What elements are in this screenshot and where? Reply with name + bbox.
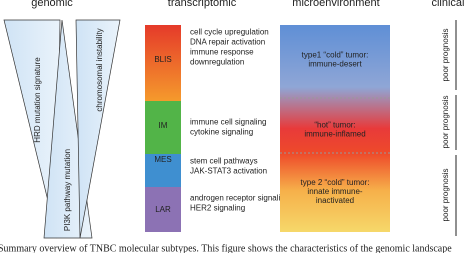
header: transcriptomic [168, 0, 237, 9]
header: genomic [31, 0, 73, 9]
caption: Summary overview of TNBC molecular subty… [0, 243, 452, 253]
subtype-block [145, 154, 181, 187]
state-label: immune-inflamed [304, 130, 365, 139]
gradient-bar [280, 25, 390, 232]
marker-label: PI3K pathway mutation [63, 149, 72, 231]
subtype-name: MES [154, 155, 171, 164]
state-label: inactivated [316, 196, 354, 205]
header: clinical [431, 0, 464, 9]
feature: cell cycle upregulation [190, 28, 269, 37]
feature: downregulation [190, 58, 244, 67]
header: microenvironment [292, 0, 379, 9]
marker-label: chromosomal instability [95, 28, 104, 111]
state-label: innate immune- [307, 187, 362, 196]
subtype-block [145, 101, 181, 154]
prognosis-label: poor prognosis [441, 96, 450, 149]
feature: JAK-STAT3 activation [190, 167, 267, 176]
feature: stem cell pathways [190, 157, 258, 166]
subtype-block [145, 25, 181, 101]
marker-label: HRD mutation signature [33, 57, 42, 143]
subtype-name: IM [159, 121, 168, 130]
feature: DNA repair activation [190, 38, 265, 47]
prognosis-label: poor prognosis [441, 169, 450, 222]
state-label: type1 “cold” tumor: [302, 51, 369, 60]
triangle [75, 19, 121, 239]
state-label: immune-desert [308, 60, 362, 69]
feature: immune response [190, 48, 254, 57]
subtype-name: LAR [155, 205, 171, 214]
feature: HER2 signaling [190, 204, 245, 213]
state-label: “hot” tumor: [314, 121, 355, 130]
feature: androgen receptor signaling [190, 194, 289, 203]
subtype-block [145, 187, 181, 232]
prognosis-label: poor prognosis [441, 29, 450, 82]
subtype-name: BLIS [154, 55, 171, 64]
feature: cytokine signaling [190, 128, 253, 137]
feature: immune cell signaling [190, 118, 266, 127]
state-label: type 2 “cold” tumor: [301, 178, 370, 187]
